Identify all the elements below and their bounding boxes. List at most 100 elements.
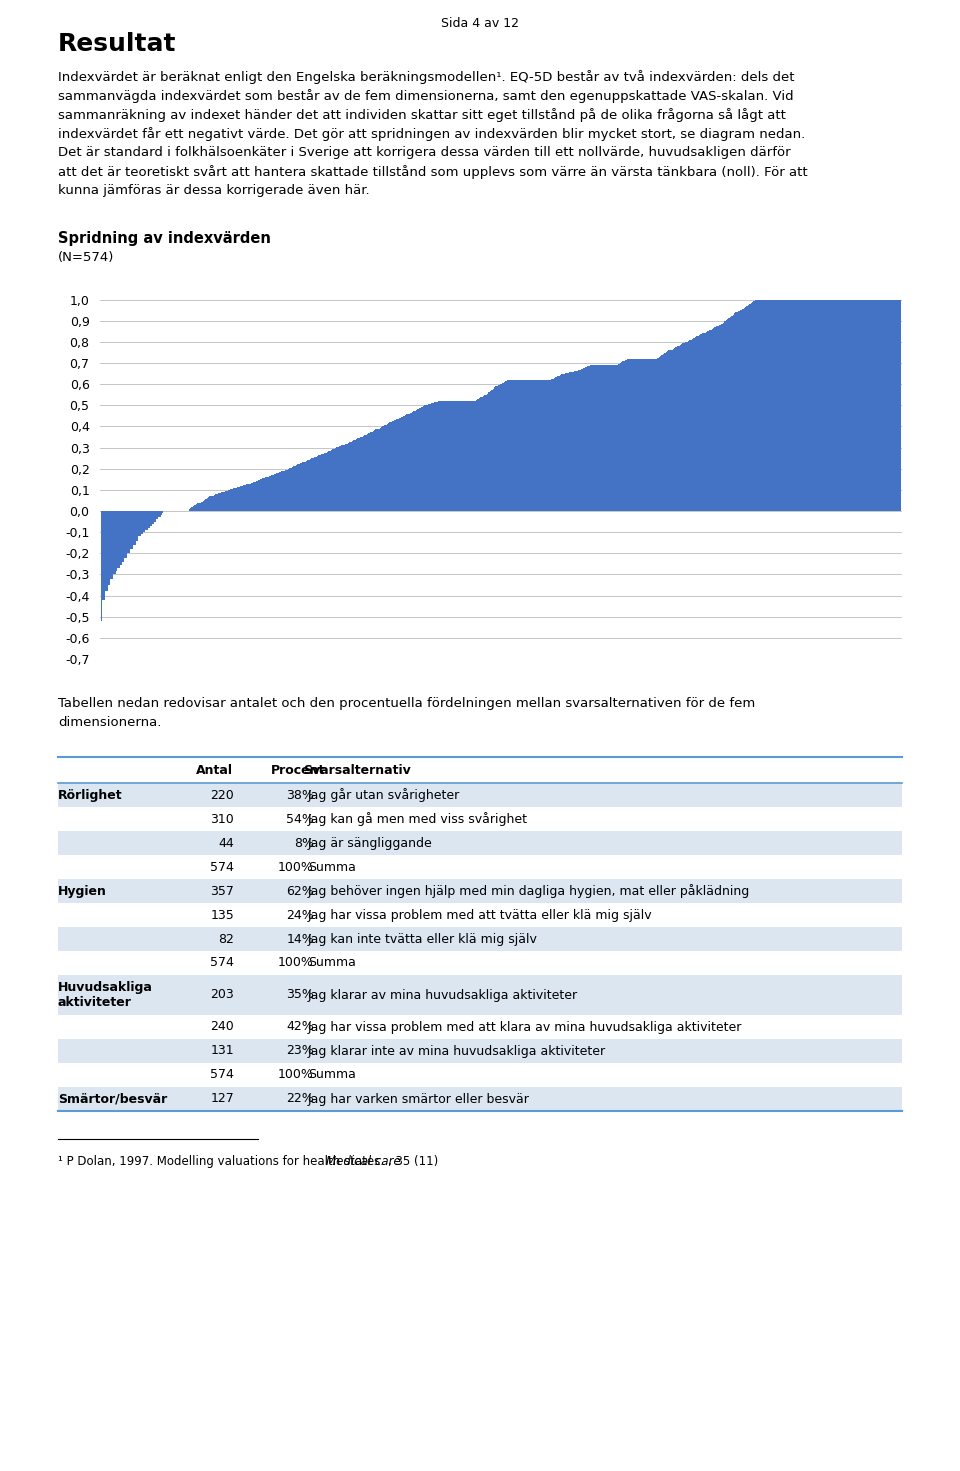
Bar bbox=[645, 359, 646, 510]
Bar bbox=[522, 380, 523, 510]
Bar bbox=[362, 437, 363, 510]
Bar bbox=[208, 497, 209, 510]
Bar bbox=[311, 459, 313, 510]
Bar bbox=[568, 372, 569, 510]
Bar bbox=[716, 327, 717, 510]
Text: 14%: 14% bbox=[286, 933, 314, 946]
Text: sammanvägda indexvärdet som består av de fem dimensionerna, samt den egenuppskat: sammanvägda indexvärdet som består av de… bbox=[58, 90, 794, 103]
Bar bbox=[874, 300, 875, 510]
Bar bbox=[258, 480, 260, 510]
Bar bbox=[479, 399, 480, 510]
Bar bbox=[351, 441, 353, 510]
Bar bbox=[412, 412, 413, 510]
Bar bbox=[323, 455, 324, 510]
Bar bbox=[899, 300, 900, 510]
Text: Hygien: Hygien bbox=[58, 884, 107, 897]
Bar bbox=[329, 450, 331, 510]
Text: dimensionerna.: dimensionerna. bbox=[58, 716, 161, 730]
Bar bbox=[511, 380, 512, 510]
Bar bbox=[590, 365, 591, 510]
Text: att det är teoretiskt svårt att hantera skattade tillstånd som upplevs som värre: att det är teoretiskt svårt att hantera … bbox=[58, 165, 807, 179]
Bar bbox=[427, 405, 428, 510]
Bar bbox=[320, 455, 321, 510]
Bar bbox=[123, 510, 125, 562]
Bar bbox=[702, 334, 704, 510]
Bar bbox=[833, 300, 834, 510]
Bar bbox=[252, 482, 254, 510]
Bar bbox=[344, 444, 345, 510]
Bar bbox=[301, 462, 303, 510]
Bar bbox=[755, 300, 756, 510]
Text: 574: 574 bbox=[210, 956, 234, 969]
Bar bbox=[868, 300, 869, 510]
Bar bbox=[610, 365, 612, 510]
Bar bbox=[828, 300, 830, 510]
Bar bbox=[520, 380, 522, 510]
Bar bbox=[784, 300, 785, 510]
Bar bbox=[331, 450, 332, 510]
Text: Procent: Procent bbox=[271, 763, 325, 777]
Bar bbox=[519, 380, 520, 510]
Bar bbox=[224, 491, 225, 510]
Bar bbox=[571, 372, 572, 510]
Bar bbox=[551, 380, 553, 510]
Bar bbox=[749, 304, 751, 510]
Text: Jag kan inte tvätta eller klä mig själv: Jag kan inte tvätta eller klä mig själv bbox=[308, 933, 538, 946]
Text: Rörlighet: Rörlighet bbox=[58, 788, 123, 802]
Bar bbox=[264, 478, 265, 510]
Bar bbox=[711, 330, 713, 510]
Text: Spridning av indexvärden: Spridning av indexvärden bbox=[58, 231, 271, 246]
Bar bbox=[436, 402, 437, 510]
Bar bbox=[576, 371, 578, 510]
Bar bbox=[403, 416, 405, 510]
Bar bbox=[593, 365, 594, 510]
Bar bbox=[188, 509, 190, 510]
Bar bbox=[399, 418, 400, 510]
Bar bbox=[58, 831, 902, 855]
Bar bbox=[767, 300, 769, 510]
Bar bbox=[564, 374, 565, 510]
Bar bbox=[616, 365, 618, 510]
Bar bbox=[336, 447, 338, 510]
Bar bbox=[830, 300, 831, 510]
Text: (N=574): (N=574) bbox=[58, 252, 114, 263]
Bar bbox=[893, 300, 895, 510]
Bar bbox=[366, 435, 367, 510]
Bar bbox=[109, 510, 110, 585]
Text: Jag klarar inte av mina huvudsakliga aktiviteter: Jag klarar inte av mina huvudsakliga akt… bbox=[308, 1044, 606, 1058]
Bar bbox=[353, 440, 354, 510]
Bar bbox=[228, 490, 229, 510]
Bar bbox=[818, 300, 819, 510]
Text: 131: 131 bbox=[210, 1044, 234, 1058]
Bar bbox=[607, 365, 609, 510]
Bar bbox=[882, 300, 883, 510]
Bar bbox=[795, 300, 797, 510]
Bar bbox=[261, 480, 262, 510]
Text: Svarsalternativ: Svarsalternativ bbox=[303, 763, 411, 777]
Bar bbox=[747, 306, 748, 510]
Bar bbox=[880, 300, 882, 510]
Text: 100%: 100% bbox=[278, 861, 314, 874]
Bar bbox=[673, 349, 674, 510]
Bar bbox=[310, 459, 311, 510]
Bar bbox=[837, 300, 838, 510]
Bar bbox=[685, 341, 686, 510]
Text: 44: 44 bbox=[218, 837, 234, 849]
Bar bbox=[135, 510, 137, 541]
Bar bbox=[793, 300, 794, 510]
Bar bbox=[886, 300, 887, 510]
Bar bbox=[856, 300, 858, 510]
Bar bbox=[558, 375, 560, 510]
Text: Jag kan gå men med viss svårighet: Jag kan gå men med viss svårighet bbox=[308, 812, 528, 827]
Bar bbox=[132, 510, 134, 544]
Bar bbox=[819, 300, 821, 510]
Bar bbox=[705, 332, 706, 510]
Bar bbox=[797, 300, 798, 510]
Bar bbox=[619, 363, 621, 510]
Bar bbox=[821, 300, 822, 510]
Bar bbox=[58, 1039, 902, 1064]
Bar bbox=[660, 356, 661, 510]
Bar bbox=[680, 344, 681, 510]
Bar bbox=[565, 374, 566, 510]
Bar bbox=[739, 310, 741, 510]
